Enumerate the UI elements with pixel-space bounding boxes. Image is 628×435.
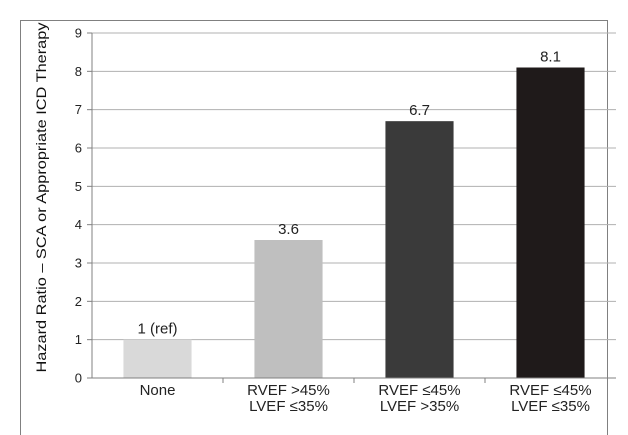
y-tick-label: 1 (75, 332, 82, 347)
y-axis-title: Hazard Ratio – SCA or Appropriate ICD Th… (33, 23, 49, 373)
category-label: LVEF ≤35% (249, 398, 328, 415)
y-tick-label: 4 (75, 217, 82, 232)
category-labels: None RVEF >45%LVEF ≤35%RVEF ≤45%LVEF >35%… (140, 382, 592, 415)
chart-frame (20, 20, 608, 435)
category-label: None (140, 382, 176, 399)
y-tick-labels: 0 1 2 3 4 5 6 7 8 9 (75, 26, 82, 386)
y-tick-label: 3 (75, 256, 82, 271)
y-tick-label: 7 (75, 102, 82, 117)
y-tick-label: 9 (75, 26, 82, 41)
data-label: 6.7 (409, 102, 430, 119)
category-label: RVEF >45% (247, 382, 330, 399)
bar-2 (254, 240, 323, 378)
y-tick-label: 6 (75, 141, 82, 156)
category-label: RVEF ≤45% (509, 382, 591, 399)
category-label: RVEF ≤45% (378, 382, 460, 399)
data-label: 1 (ref) (137, 321, 177, 338)
y-tick-label: 5 (75, 179, 82, 194)
y-tick-label: 0 (75, 371, 82, 386)
data-label: 3.6 (278, 221, 299, 238)
data-labels: 1 (ref) 3.6 6.7 8.1 (137, 49, 560, 338)
bar-3 (385, 121, 454, 379)
data-label: 8.1 (540, 49, 561, 66)
bar-1 (123, 339, 192, 378)
y-tick-label: 2 (75, 294, 82, 309)
category-label: LVEF ≤35% (511, 398, 590, 415)
y-tick-label: 8 (75, 64, 82, 79)
bars (123, 67, 585, 383)
bar-4 (516, 67, 585, 378)
category-label: LVEF >35% (380, 398, 459, 415)
